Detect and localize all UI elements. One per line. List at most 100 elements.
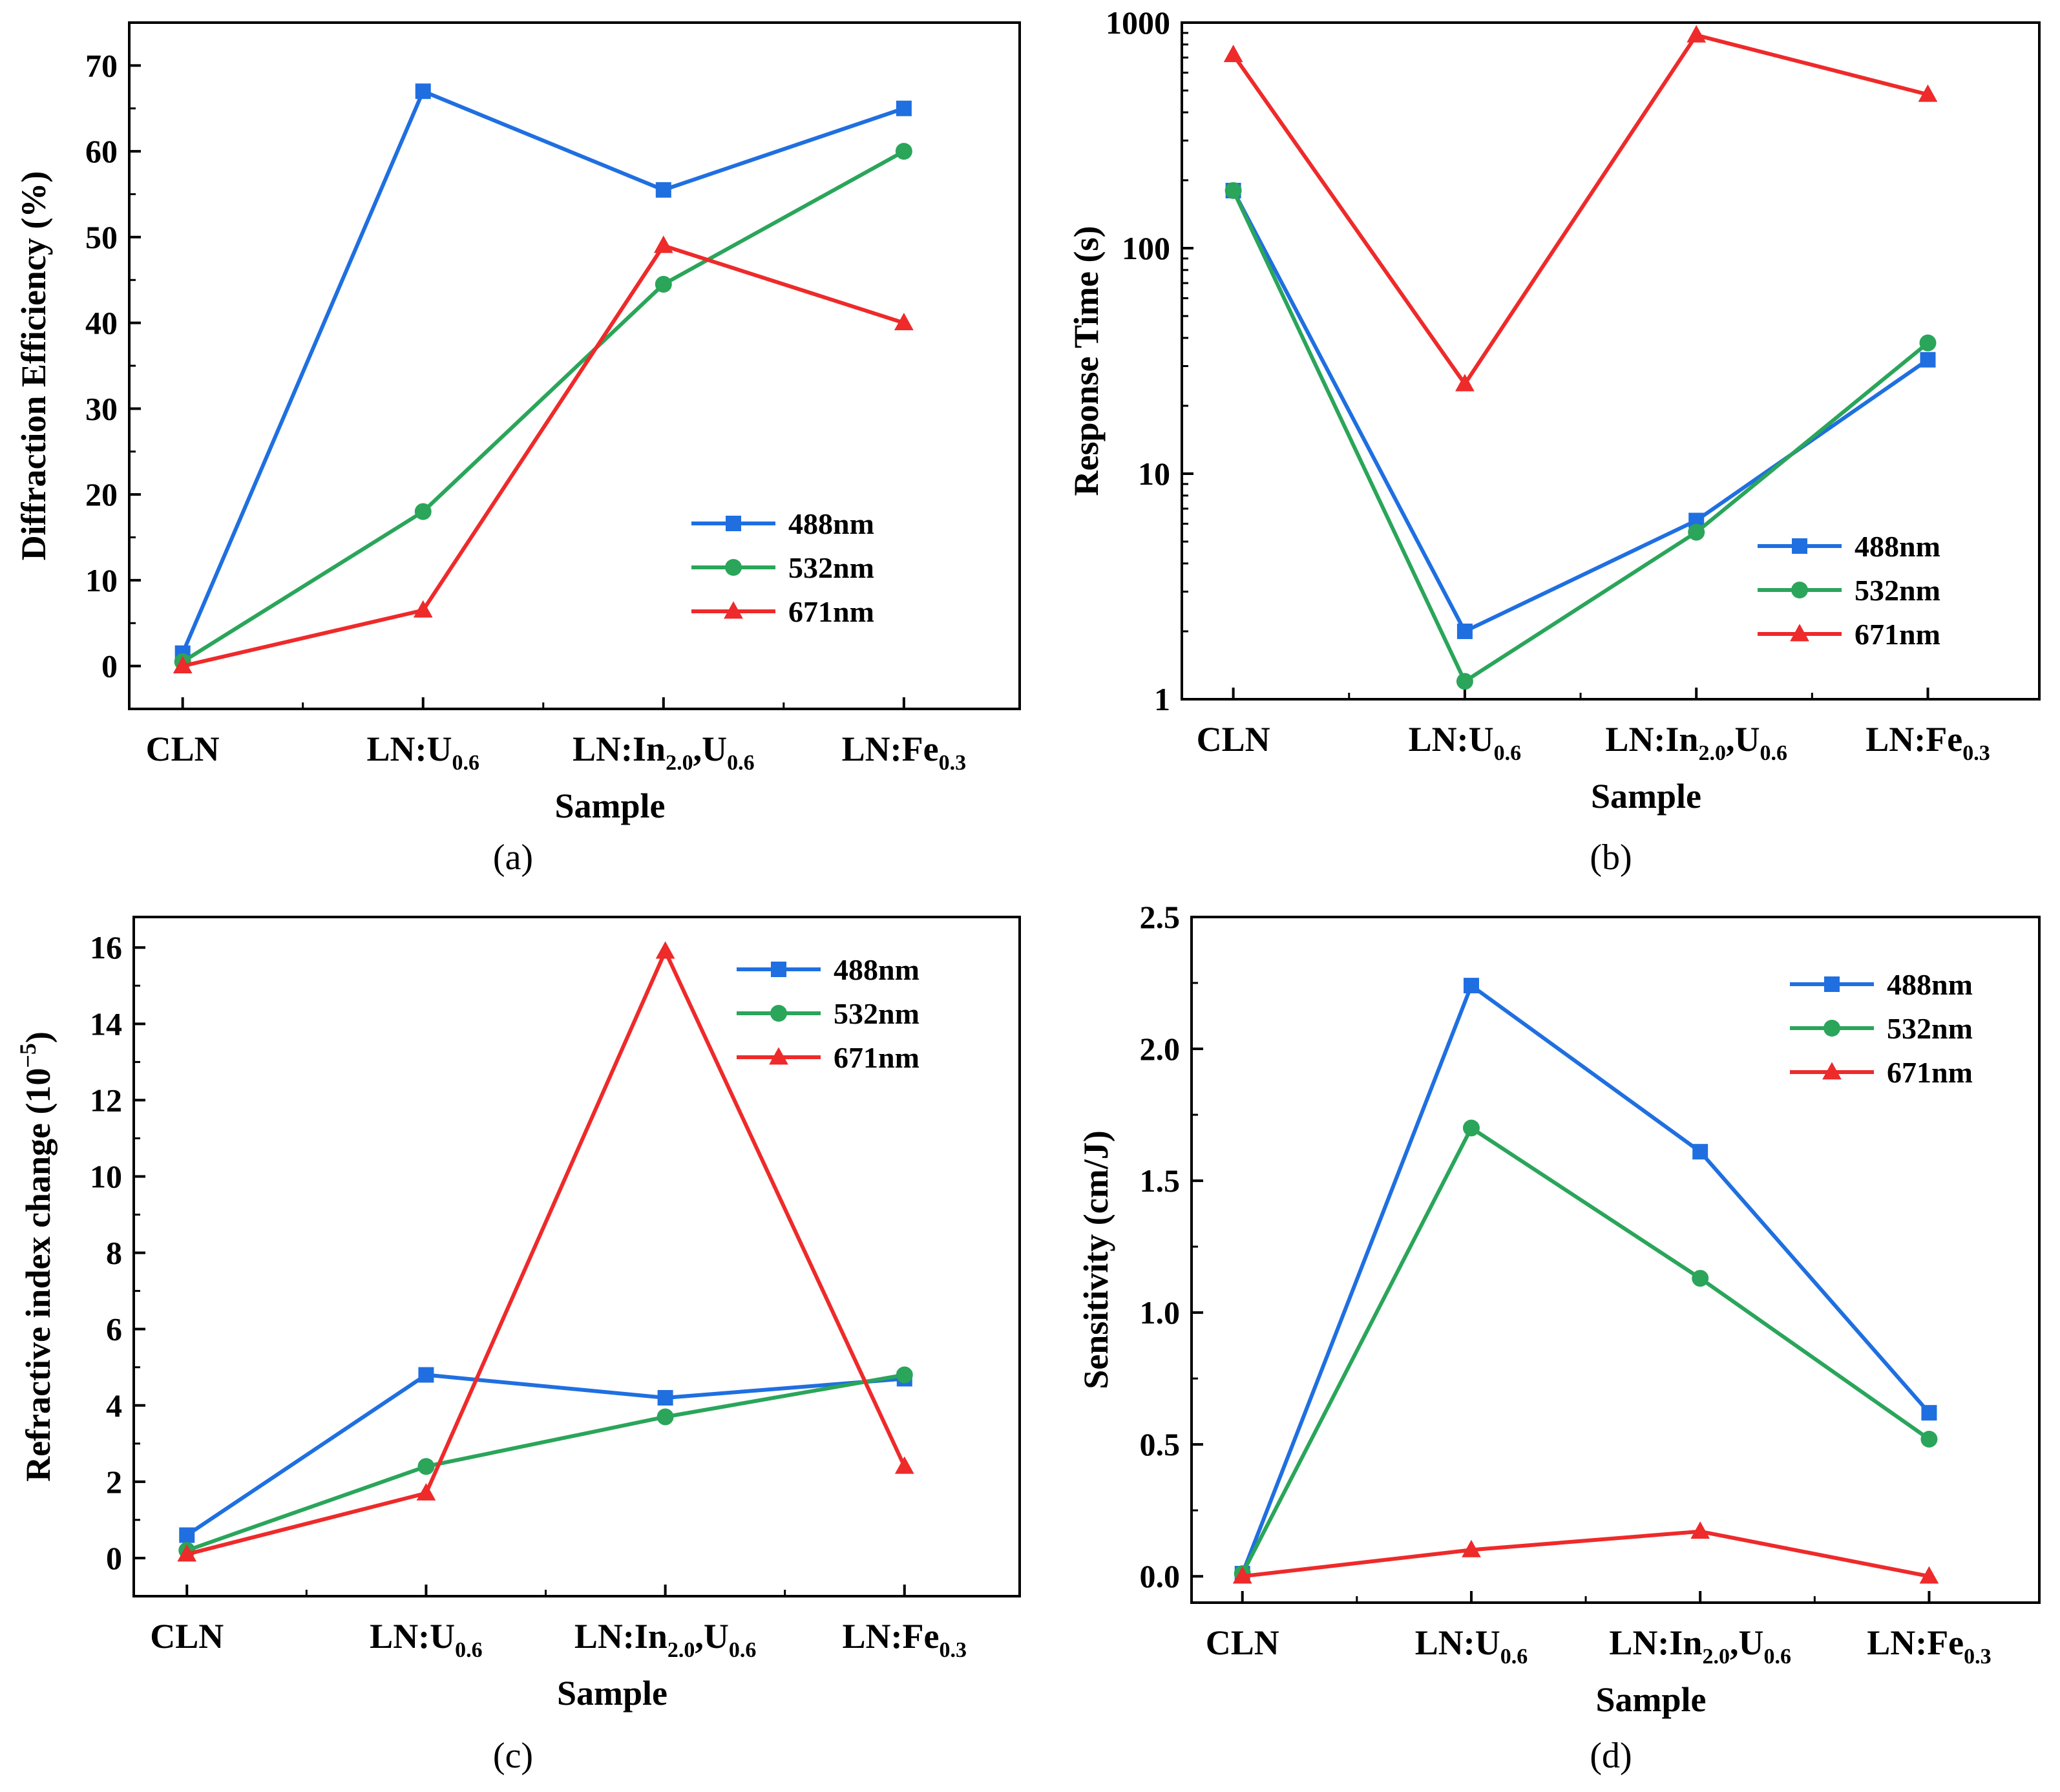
data-point-532nm bbox=[1456, 673, 1473, 690]
series-line-488nm bbox=[1231, 189, 1929, 633]
series-line-671nm bbox=[1242, 1529, 1930, 1579]
legend-label: 532nm bbox=[834, 997, 920, 1030]
series-line-488nm bbox=[185, 1373, 905, 1537]
x-category-label: LN:Fe0.3 bbox=[1866, 720, 1990, 765]
x-category-label: LN:In2.0,U0.6 bbox=[574, 1617, 757, 1662]
series-line-532nm bbox=[182, 149, 905, 664]
data-point-671nm bbox=[413, 600, 433, 618]
series-line-488nm bbox=[180, 89, 905, 654]
legend-label: 671nm bbox=[1887, 1056, 1973, 1089]
legend-marker bbox=[725, 559, 742, 576]
data-point-532nm bbox=[417, 1458, 435, 1475]
y-tick-label: 0 bbox=[101, 648, 118, 684]
data-point-671nm bbox=[1455, 374, 1475, 392]
data-point-671nm bbox=[1223, 45, 1243, 63]
y-tick-label: 12 bbox=[90, 1082, 122, 1118]
data-point-532nm bbox=[1224, 182, 1242, 199]
panel-label: (d) bbox=[1590, 1736, 1632, 1776]
y-tick-label: 20 bbox=[85, 476, 118, 512]
y-tick-label: 1.5 bbox=[1140, 1163, 1181, 1199]
x-axis-title: Sample bbox=[554, 786, 665, 825]
data-point-488nm bbox=[1921, 1405, 1937, 1421]
data-point-671nm bbox=[1690, 1521, 1710, 1539]
y-tick-label: 40 bbox=[85, 305, 118, 341]
data-point-532nm bbox=[1688, 523, 1705, 541]
legend: 488nm 532nm 671nm bbox=[1790, 968, 1973, 1089]
series-line-671nm bbox=[186, 949, 907, 1556]
y-tick-label: 1.0 bbox=[1140, 1294, 1181, 1331]
data-point-671nm bbox=[416, 1482, 436, 1501]
data-point-532nm bbox=[414, 503, 432, 520]
legend-marker bbox=[724, 601, 743, 619]
legend-label: 671nm bbox=[834, 1041, 920, 1074]
legend-label: 488nm bbox=[1855, 530, 1940, 563]
legend-marker bbox=[769, 1047, 788, 1065]
data-point-488nm bbox=[1456, 623, 1473, 639]
y-tick-label: 0 bbox=[106, 1540, 122, 1576]
panel-label: (b) bbox=[1590, 838, 1632, 878]
legend-label: 532nm bbox=[1855, 574, 1940, 607]
x-category-label: LN:U0.6 bbox=[1415, 1623, 1528, 1669]
data-point-671nm bbox=[1918, 84, 1938, 102]
legend-label: 671nm bbox=[788, 595, 874, 628]
chart-panel-c: 0 2 4 6 8 10 12 14 16 CLN LN:U0.6 LN:In2.0,U0.6 LN:F… bbox=[15, 916, 1021, 1776]
y-tick-label: 10 bbox=[1138, 456, 1170, 492]
series-line-532nm bbox=[1241, 1126, 1931, 1575]
plot-frame bbox=[128, 21, 1021, 710]
data-point-488nm bbox=[179, 1527, 195, 1543]
data-point-671nm bbox=[177, 1544, 197, 1562]
data-point-532nm bbox=[895, 143, 912, 160]
x-category-label: LN:U0.6 bbox=[366, 730, 479, 775]
data-point-671nm bbox=[1687, 25, 1707, 43]
data-point-532nm bbox=[1462, 1119, 1480, 1137]
x-category-label: LN:U0.6 bbox=[1409, 720, 1522, 765]
y-axis-title: Sensitivity (cm/J) bbox=[1077, 1130, 1115, 1389]
plot-frame bbox=[1190, 916, 2041, 1604]
data-point-488nm bbox=[415, 83, 431, 100]
legend-label: 488nm bbox=[834, 953, 920, 986]
data-point-532nm bbox=[1692, 1270, 1709, 1287]
data-point-532nm bbox=[896, 1366, 913, 1384]
y-tick-label: 4 bbox=[106, 1387, 122, 1424]
panel-label: (c) bbox=[493, 1736, 533, 1776]
data-point-671nm bbox=[173, 656, 193, 673]
legend-marker bbox=[1792, 538, 1807, 554]
data-point-671nm bbox=[1919, 1566, 1939, 1584]
chart-panel-a: 0 10 20 30 40 50 60 70 CLN LN:U0.6 LN:In2.0,U0.6 LN… bbox=[14, 21, 1021, 878]
data-point-532nm bbox=[657, 1408, 674, 1426]
x-category-label: LN:In2.0,U0.6 bbox=[1605, 720, 1787, 765]
series-line-532nm bbox=[1231, 189, 1929, 684]
x-category-label: CLN bbox=[1197, 720, 1270, 759]
series-line-488nm bbox=[1240, 984, 1931, 1575]
y-tick-label: 2 bbox=[106, 1464, 122, 1500]
data-point-488nm bbox=[1920, 352, 1936, 368]
chart-panel-b: 1 10 100 1000 CLN LN:U0.6 LN:In2.0,U0.6 LN:Fe0.… bbox=[1067, 5, 2041, 878]
legend-marker bbox=[1824, 976, 1840, 992]
data-point-532nm bbox=[655, 275, 672, 293]
legend-label: 532nm bbox=[1887, 1012, 1973, 1045]
data-point-488nm bbox=[655, 182, 671, 198]
x-axis-title: Sample bbox=[557, 1674, 667, 1713]
legend-marker bbox=[1790, 624, 1809, 642]
legend-label: 488nm bbox=[1887, 968, 1973, 1001]
data-point-532nm bbox=[1920, 1430, 1938, 1448]
x-category-label: LN:U0.6 bbox=[370, 1617, 483, 1662]
legend-marker bbox=[726, 516, 741, 531]
y-axis-title: Diffraction Efficiency (%) bbox=[14, 171, 53, 561]
y-tick-label: 30 bbox=[85, 390, 118, 427]
data-point-488nm bbox=[418, 1367, 434, 1383]
legend: 488nm 532nm 671nm bbox=[691, 507, 874, 628]
plot-frame bbox=[132, 916, 1021, 1597]
y-tick-label: 0.0 bbox=[1140, 1558, 1181, 1594]
y-axis-title: Response Time (s) bbox=[1067, 226, 1106, 496]
x-category-label: LN:Fe0.3 bbox=[842, 730, 966, 775]
y-tick-label: 16 bbox=[90, 929, 122, 965]
data-point-671nm bbox=[653, 235, 673, 253]
x-category-label: CLN bbox=[1206, 1623, 1279, 1662]
legend-label: 671nm bbox=[1855, 618, 1940, 651]
data-point-488nm bbox=[1692, 1144, 1708, 1160]
legend-label: 532nm bbox=[788, 551, 874, 584]
data-point-488nm bbox=[896, 100, 912, 116]
chart-panel-d: 0.0 0.5 1.0 1.5 2.0 2.5 CLN LN:U0.6 LN:In2.0,U0.… bbox=[1077, 899, 2041, 1776]
